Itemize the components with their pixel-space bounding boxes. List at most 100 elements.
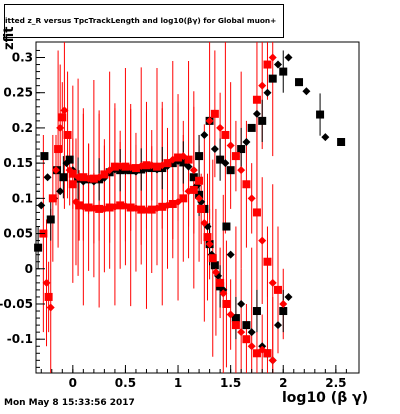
data-point-diamond xyxy=(51,166,60,175)
data-point-diamond xyxy=(226,141,235,150)
data-point-square xyxy=(263,257,272,266)
data-point-square xyxy=(142,161,151,170)
data-point-square xyxy=(79,173,88,182)
data-point-diamond xyxy=(273,321,282,330)
data-point-diamond xyxy=(321,133,330,142)
data-point-diamond xyxy=(37,201,46,210)
y-tick-label: -0.05 xyxy=(0,297,33,311)
data-point-diamond xyxy=(211,268,220,277)
data-point-square xyxy=(222,222,231,231)
data-point-square xyxy=(168,199,177,208)
y-tick-label: -0.1 xyxy=(7,332,33,346)
x-tick-label: 2 xyxy=(279,376,287,390)
data-point-square xyxy=(121,162,130,171)
data-point-diamond xyxy=(268,356,277,365)
x-tick-label: 1.5 xyxy=(220,376,241,390)
data-point-square xyxy=(126,203,135,212)
data-point-square xyxy=(252,208,261,217)
data-point-diamond xyxy=(184,162,193,171)
data-point-square xyxy=(48,194,57,203)
y-axis-label: zfit xyxy=(2,27,17,50)
data-point-square xyxy=(316,110,325,119)
data-point-square xyxy=(63,130,72,139)
data-points xyxy=(34,53,346,365)
data-point-square xyxy=(252,349,261,358)
data-point-square xyxy=(110,162,119,171)
data-point-square xyxy=(295,78,304,87)
data-point-diamond xyxy=(247,342,256,351)
data-point-square xyxy=(242,321,251,330)
data-point-diamond xyxy=(268,278,277,287)
data-point-square xyxy=(210,261,219,270)
data-point-square xyxy=(46,215,55,224)
data-point-square xyxy=(210,109,219,118)
y-tick-label: 0.3 xyxy=(12,50,33,64)
data-point-square xyxy=(179,158,188,167)
data-point-square xyxy=(252,95,261,104)
data-point-square xyxy=(54,145,63,154)
data-point-square xyxy=(84,203,93,212)
plot-frame xyxy=(35,41,360,374)
data-point-square xyxy=(263,349,272,358)
y-tick-label: 0.15 xyxy=(3,156,33,170)
data-point-diamond xyxy=(258,236,267,245)
timestamp: Mon May 8 15:33:56 2017 xyxy=(4,398,135,408)
data-point-square xyxy=(222,299,231,308)
data-point-diamond xyxy=(268,53,277,62)
data-point-diamond xyxy=(252,109,261,118)
data-point-diamond xyxy=(210,145,219,154)
x-tick-label: 1 xyxy=(174,376,182,390)
data-point-square xyxy=(100,170,109,179)
data-point-square xyxy=(44,292,53,301)
data-point-square xyxy=(163,159,172,168)
data-point-square xyxy=(252,307,261,316)
y-tick-label: 0.2 xyxy=(12,121,33,135)
data-point-diamond xyxy=(205,116,214,125)
y-tick-label: 0.05 xyxy=(3,227,33,241)
data-point-diamond xyxy=(216,123,225,132)
y-axis-label-text: zfit xyxy=(2,26,17,50)
data-point-square xyxy=(174,153,183,162)
data-point-diamond xyxy=(226,310,235,319)
data-point-diamond xyxy=(200,130,209,139)
data-point-square xyxy=(152,162,161,171)
data-point-square xyxy=(179,194,188,203)
data-point-square xyxy=(116,201,125,210)
data-point-square xyxy=(105,203,114,212)
data-point-square xyxy=(59,173,68,182)
data-point-square xyxy=(273,285,282,294)
data-point-diamond xyxy=(60,106,69,115)
data-point-square xyxy=(89,174,98,183)
data-point-square xyxy=(242,180,251,189)
y-tick-label: 0.1 xyxy=(12,191,33,205)
data-point-diamond xyxy=(242,138,251,147)
data-point-square xyxy=(195,176,204,185)
data-point-diamond xyxy=(200,218,209,227)
data-point-square xyxy=(184,155,193,164)
chart-title: itted z_R versus TpcTrackLength and log1… xyxy=(5,16,277,25)
data-point-square xyxy=(231,152,240,161)
y-tick-label: 0 xyxy=(25,262,33,276)
data-point-square xyxy=(337,138,346,147)
data-point-square xyxy=(226,166,235,175)
data-point-square xyxy=(189,185,198,194)
data-point-diamond xyxy=(221,159,230,168)
data-point-diamond xyxy=(43,173,52,182)
x-axis-label: log10 (β γ) xyxy=(282,390,369,406)
data-point-square xyxy=(147,205,156,214)
data-point-square xyxy=(263,60,272,69)
data-point-square xyxy=(203,233,212,242)
data-point-diamond xyxy=(237,299,246,308)
data-point-square xyxy=(268,74,277,83)
data-point-diamond xyxy=(226,250,235,259)
data-point-diamond xyxy=(273,60,282,69)
data-point-square xyxy=(279,307,288,316)
data-point-square xyxy=(40,152,49,161)
data-point-square xyxy=(279,67,288,76)
y-tick-label: 0.25 xyxy=(3,86,33,100)
data-point-diamond xyxy=(279,299,288,308)
y-axis-ticks: -0.1 -0.05 0 0.05 0.1 0.15 0.2 0.25 0.3 xyxy=(0,49,45,368)
data-point-diamond xyxy=(219,289,228,298)
data-point-diamond xyxy=(284,53,293,62)
